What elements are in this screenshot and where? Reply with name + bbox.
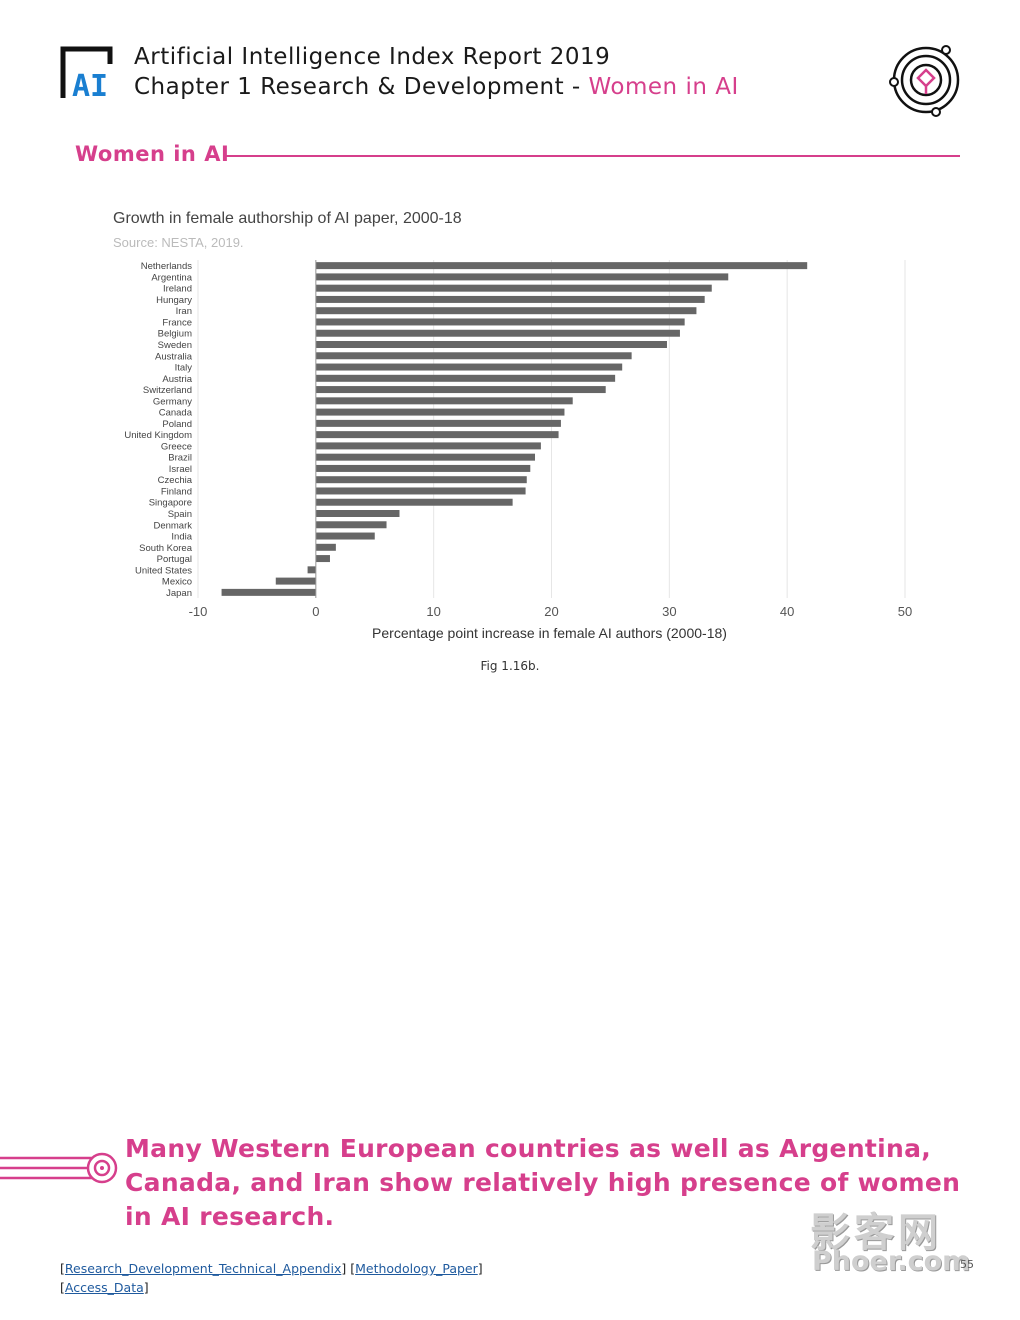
category-label: Italy — [175, 363, 193, 374]
category-label: Argentina — [151, 272, 192, 283]
category-label: Singapore — [149, 498, 192, 509]
x-tick-label: 10 — [426, 604, 440, 619]
category-label: Poland — [162, 419, 192, 430]
ai-index-logo: AI — [60, 46, 113, 100]
quote-decoration-icon — [0, 1152, 118, 1184]
category-label: Austria — [162, 374, 192, 385]
x-tick-label: 30 — [662, 604, 676, 619]
bar — [315, 363, 623, 371]
chapter-label: Chapter 1 Research & Development - — [134, 74, 589, 100]
appendix-link[interactable]: Research_Development_Technical_Appendix — [64, 1261, 342, 1276]
bar — [315, 295, 705, 303]
category-label: South Korea — [139, 543, 193, 554]
bar — [315, 442, 541, 450]
bar — [315, 262, 808, 270]
orbit-icon — [889, 45, 960, 117]
x-tick-label: -10 — [189, 604, 208, 619]
category-label: Hungary — [156, 295, 192, 306]
bar — [315, 408, 565, 416]
female-authorship-bar-chart: -10 0 10 20 30 40 50 NetherlandsArgentinaIrelan… — [124, 260, 912, 641]
section-heading: Women in AI — [75, 142, 230, 166]
figure-caption: Fig 1.16b. — [480, 659, 540, 673]
category-label: Israel — [169, 464, 192, 475]
bar — [315, 307, 697, 315]
category-label: Greece — [161, 441, 192, 452]
category-label: United States — [135, 565, 192, 576]
category-label: Iran — [176, 306, 192, 317]
x-tick-label: 0 — [312, 604, 319, 619]
category-label: Portugal — [157, 554, 192, 565]
bar — [315, 397, 573, 405]
bar — [315, 464, 531, 472]
bar — [315, 543, 336, 551]
category-label: Netherlands — [141, 261, 192, 272]
category-label: Switzerland — [143, 385, 192, 396]
category-label: Mexico — [162, 577, 192, 588]
bar — [315, 453, 536, 461]
watermark-en: Phoer.com — [812, 1246, 971, 1277]
page-number: 55 — [960, 1258, 974, 1271]
category-label: India — [171, 532, 192, 543]
chart-title: Growth in female authorship of AI paper,… — [113, 210, 462, 227]
logo-text: AI — [72, 69, 108, 100]
bar — [275, 577, 316, 585]
category-label: Canada — [159, 408, 193, 419]
bar — [307, 566, 316, 574]
bar — [315, 273, 729, 281]
x-tick-label: 50 — [898, 604, 912, 619]
x-axis-label: Percentage point increase in female AI a… — [372, 625, 727, 641]
pull-quote: Many Western European countries as well … — [125, 1134, 961, 1231]
bar — [315, 352, 632, 360]
bar — [315, 498, 513, 506]
watermark-cn: 影客网 — [810, 1210, 942, 1256]
access-data-link[interactable]: Access_Data — [64, 1280, 144, 1295]
bar — [315, 555, 330, 563]
methodology-link[interactable]: Methodology_Paper — [355, 1261, 478, 1276]
category-label: Belgium — [158, 329, 192, 340]
category-label: United Kingdom — [124, 430, 192, 441]
category-label: Finland — [161, 486, 192, 497]
bar — [315, 329, 680, 337]
chapter-title: Chapter 1 Research & Development - Women… — [134, 74, 739, 100]
category-label: Australia — [155, 351, 193, 362]
chapter-topic: Women in AI — [588, 74, 739, 100]
bar — [315, 510, 400, 517]
category-label: Spain — [168, 509, 192, 520]
bar — [315, 521, 387, 529]
category-label: Brazil — [168, 453, 192, 464]
category-label: France — [162, 317, 192, 328]
category-label: Japan — [166, 588, 192, 599]
section-rule — [224, 155, 960, 157]
category-label: Ireland — [163, 284, 192, 295]
category-label: Germany — [153, 396, 192, 407]
category-label: Denmark — [153, 520, 192, 531]
bar — [221, 588, 316, 596]
bar — [315, 487, 526, 495]
bar — [315, 476, 527, 484]
category-label: Sweden — [158, 340, 192, 351]
chart-source: Source: NESTA, 2019. — [113, 235, 244, 250]
report-title: Artificial Intelligence Index Report 201… — [134, 44, 611, 70]
bar — [315, 532, 375, 540]
bar — [315, 419, 561, 427]
bar — [315, 431, 559, 439]
reference-links: [Research_Development_Technical_Appendix… — [60, 1261, 483, 1295]
bar — [315, 318, 685, 326]
watermark: 影客网 Phoer.com — [810, 1200, 980, 1280]
bar — [315, 386, 606, 394]
bar — [315, 284, 712, 292]
bar — [315, 341, 667, 348]
x-tick-label: 20 — [544, 604, 558, 619]
bar — [315, 374, 616, 382]
x-tick-label: 40 — [780, 604, 794, 619]
category-label: Czechia — [158, 475, 193, 486]
